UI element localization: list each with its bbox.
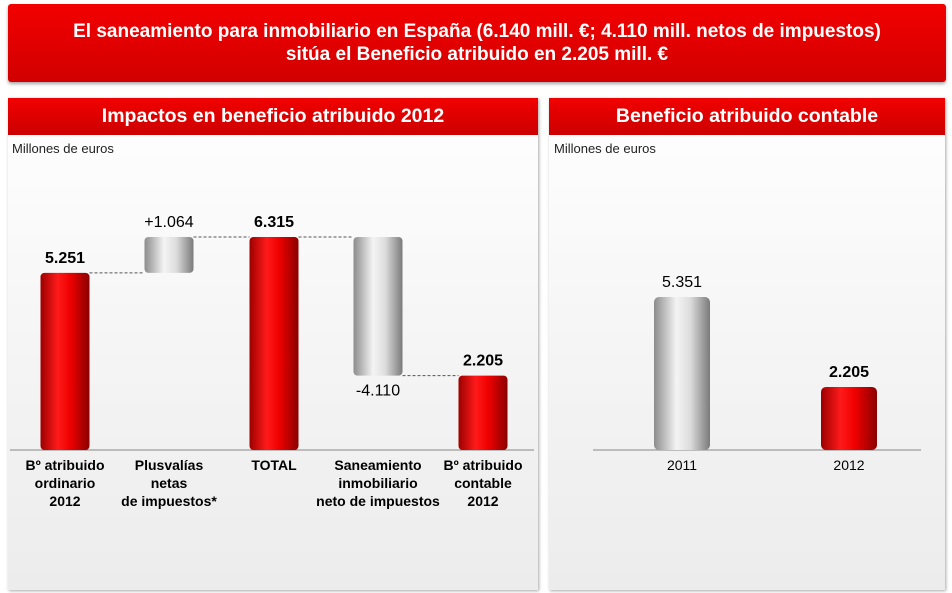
waterfall-category-label-2: netas: [151, 475, 188, 491]
headline-line-2: sitúa el Beneficio atribuido en 2.205 mi…: [285, 44, 669, 65]
profit-title: Beneficio atribuido contable: [549, 98, 945, 135]
profit-bar-2012: [821, 386, 877, 450]
waterfall-chart: 5.251 Bº atribuido ordinario 2012 +1.064 Plus…: [10, 214, 534, 509]
profit-units: Millones de euros: [554, 141, 656, 156]
profit-bar-2011: [654, 297, 710, 450]
waterfall-units: Millones de euros: [12, 141, 114, 156]
waterfall-panel: Impactos en beneficio atribuido 2012 Mil…: [8, 98, 538, 590]
headline-banner: El saneamiento para inmobiliario en Espa…: [8, 4, 946, 82]
waterfall-category-label-4: Saneamiento: [334, 457, 421, 473]
waterfall-category-label-5: 2012: [467, 493, 498, 509]
waterfall-bar-5: [458, 375, 508, 450]
waterfall-category-label-5: Bº atribuido: [444, 457, 523, 473]
waterfall-bar-4: [353, 237, 403, 376]
waterfall-bar-3: [249, 237, 299, 450]
profit-value-label-2012: 2.205: [829, 364, 869, 381]
waterfall-category-label-4: inmobiliario: [338, 475, 417, 491]
waterfall-category-label-1: 2012: [49, 493, 80, 509]
waterfall-title: Impactos en beneficio atribuido 2012: [8, 98, 538, 135]
waterfall-category-label-2: de impuestos*: [121, 493, 217, 509]
waterfall-category-label-4: neto de impuestos: [316, 493, 440, 509]
waterfall-category-label-3: TOTAL: [251, 457, 297, 473]
waterfall-category-label-1: ordinario: [35, 475, 96, 491]
waterfall-category-label-5: contable: [454, 475, 512, 491]
profit-chart: 5.351 2011 2.205 2012: [593, 274, 921, 473]
waterfall-value-label-4: -4.110: [356, 383, 400, 400]
profit-panel: Beneficio atribuido contable Millones de…: [549, 98, 945, 590]
waterfall-bar-1: [40, 272, 90, 450]
waterfall-category-label-2: Plusvalías: [135, 457, 204, 473]
waterfall-bar-2: [144, 237, 194, 273]
waterfall-category-label-1: Bº atribuido: [26, 457, 105, 473]
profit-category-label-2012: 2012: [833, 457, 864, 473]
waterfall-value-label-2: +1.064: [144, 214, 193, 231]
waterfall-value-label-3: 6.315: [254, 214, 294, 231]
waterfall-value-label-5: 2.205: [463, 353, 503, 370]
waterfall-value-label-1: 5.251: [45, 250, 85, 267]
profit-category-label-2011: 2011: [667, 457, 697, 473]
profit-value-label-2011: 5.351: [662, 274, 702, 291]
headline-line-1: El saneamiento para inmobiliario en Espa…: [73, 21, 881, 42]
